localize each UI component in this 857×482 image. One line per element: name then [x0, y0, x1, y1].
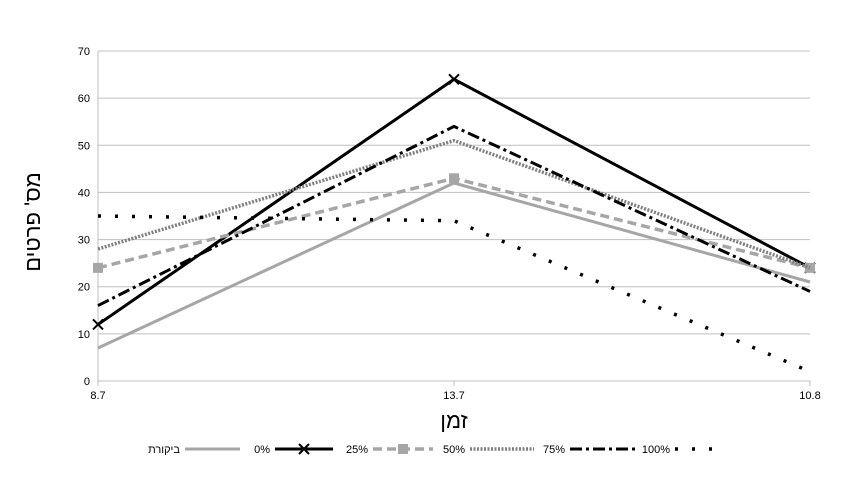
- legend: ביקורת 0% 25% 50% 75% 100%: [148, 443, 724, 456]
- x-tick-label: 8.7: [90, 390, 105, 402]
- series-lines: [92, 73, 816, 374]
- y-tick-label: 70: [78, 46, 90, 58]
- series-1: [92, 73, 816, 331]
- legend-label: 75%: [543, 444, 565, 456]
- x-marker: [448, 73, 460, 85]
- legend-item: 100%: [642, 444, 724, 456]
- series-line: [97, 214, 811, 374]
- x-axis-title: זמן: [440, 408, 468, 433]
- y-axis-title: מס' פרטים: [20, 172, 45, 272]
- series-2: [93, 173, 815, 273]
- legend-label: 25%: [346, 444, 368, 456]
- x-marker: [298, 443, 310, 455]
- legend-label: 100%: [642, 444, 670, 456]
- series-3: [97, 138, 811, 270]
- legend-item: 75%: [543, 444, 636, 456]
- grid-lines: [97, 50, 810, 382]
- legend-item: 0%: [254, 443, 333, 456]
- series-line: [97, 176, 811, 270]
- y-tick-label: 20: [78, 282, 90, 294]
- legend-item: 50%: [443, 444, 534, 456]
- square-marker: [93, 262, 103, 273]
- y-tick-label: 60: [78, 93, 90, 105]
- series-0: [97, 181, 811, 350]
- legend-label: 50%: [443, 444, 465, 456]
- legend-item: ביקורת: [148, 444, 240, 456]
- x-tick-label: 10.8: [799, 390, 820, 402]
- y-tick-label: 10: [78, 329, 90, 341]
- y-tick-label: 50: [78, 140, 90, 152]
- series-line: [97, 181, 811, 350]
- y-tick-label: 30: [78, 235, 90, 247]
- series-line: [97, 77, 811, 326]
- y-tick-label: 0: [84, 376, 90, 388]
- legend-label: 0%: [254, 444, 270, 456]
- series-5: [97, 214, 811, 374]
- legend-label: ביקורת: [148, 444, 180, 456]
- x-marker: [92, 318, 104, 331]
- square-marker: [449, 173, 459, 184]
- series-line: [97, 124, 811, 307]
- legend-item: 25%: [346, 444, 433, 456]
- series-4: [97, 124, 811, 307]
- series-line: [97, 138, 811, 270]
- square-marker: [398, 444, 408, 454]
- x-axis-ticks: 8.7 13.7 10.8: [90, 381, 821, 402]
- y-tick-label: 40: [78, 187, 90, 199]
- y-axis-ticks: 0 10 20 30 40 50 60 70: [78, 46, 90, 388]
- x-tick-label: 13.7: [443, 390, 464, 402]
